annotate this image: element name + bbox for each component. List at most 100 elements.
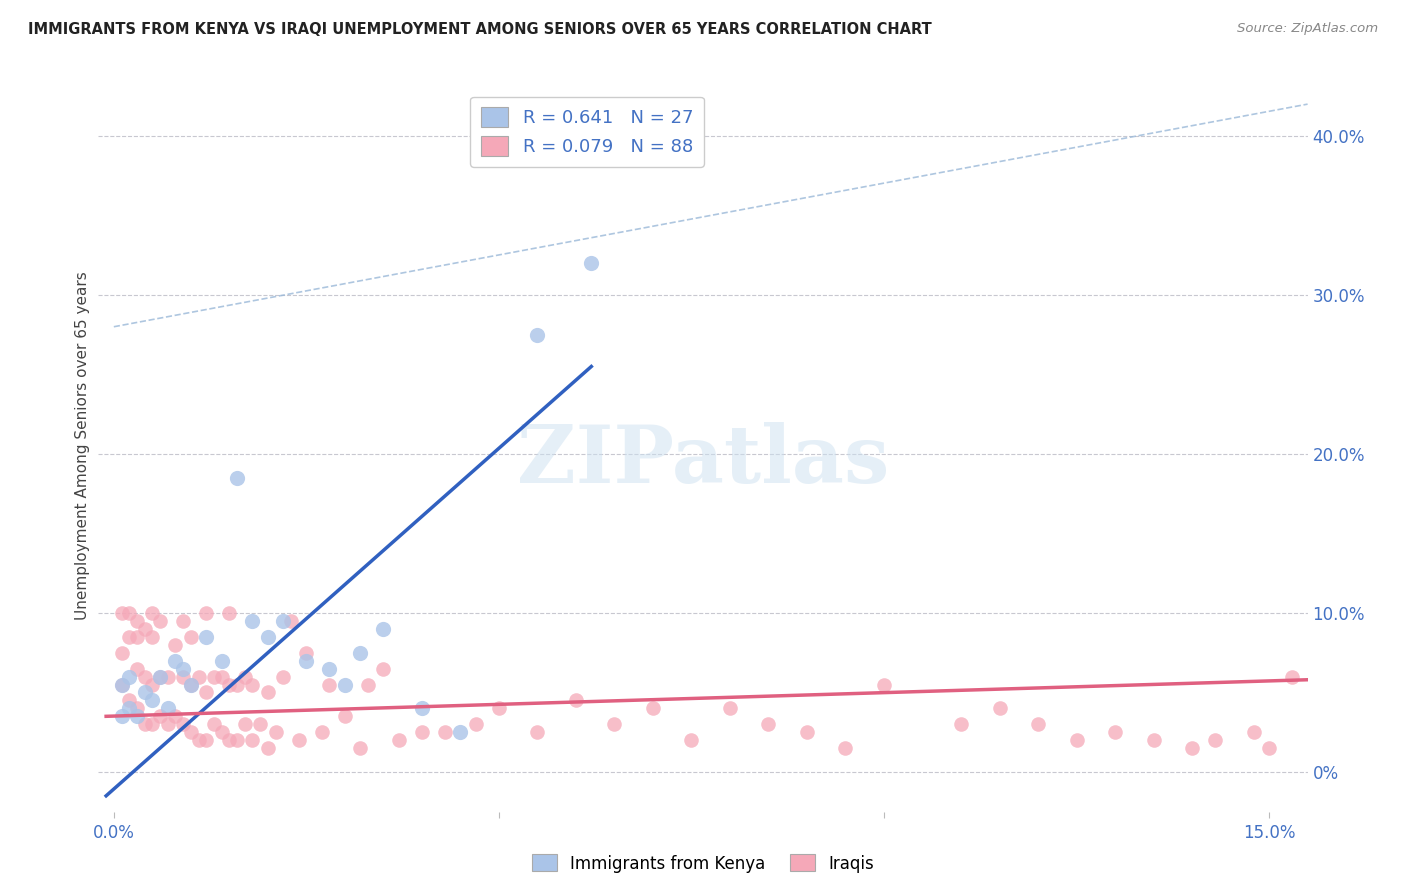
Point [211,669,233,683]
Point [349,741,371,756]
Point [165,638,187,652]
Point [125,662,148,676]
Point [1258,741,1281,756]
Point [118,693,141,707]
Point [333,677,356,691]
Legend: Immigrants from Kenya, Iraqis: Immigrants from Kenya, Iraqis [524,847,882,880]
Point [110,606,132,620]
Point [271,614,294,628]
Point [134,717,156,731]
Point [172,614,194,628]
Point [187,733,209,747]
Point [211,725,233,739]
Point [373,622,395,636]
Point [195,733,218,747]
Point [318,662,340,676]
Point [110,677,132,691]
Point [134,669,156,683]
Point [226,471,249,485]
Point [218,677,240,691]
Text: Source: ZipAtlas.com: Source: ZipAtlas.com [1237,22,1378,36]
Point [988,701,1011,715]
Point [464,717,486,731]
Y-axis label: Unemployment Among Seniors over 65 years: Unemployment Among Seniors over 65 years [75,272,90,620]
Point [195,685,218,699]
Point [526,327,548,342]
Point [242,733,264,747]
Point [1281,669,1303,683]
Legend: R = 0.641   N = 27, R = 0.079   N = 88: R = 0.641 N = 27, R = 0.079 N = 88 [470,96,704,167]
Point [242,614,264,628]
Point [357,677,380,691]
Point [257,741,280,756]
Text: IMMIGRANTS FROM KENYA VS IRAQI UNEMPLOYMENT AMONG SENIORS OVER 65 YEARS CORRELAT: IMMIGRANTS FROM KENYA VS IRAQI UNEMPLOYM… [28,22,932,37]
Point [202,717,225,731]
Point [295,646,318,660]
Point [565,693,588,707]
Point [125,614,148,628]
Point [165,709,187,723]
Point [156,717,179,731]
Point [180,630,202,644]
Point [1066,733,1088,747]
Point [1243,725,1265,739]
Point [581,256,603,270]
Point [233,717,256,731]
Point [318,677,340,691]
Point [172,717,194,731]
Point [218,733,240,747]
Point [411,725,433,739]
Point [118,701,141,715]
Point [149,669,172,683]
Point [271,669,294,683]
Point [218,606,240,620]
Point [180,725,202,739]
Point [834,741,856,756]
Point [226,733,249,747]
Point [349,646,371,660]
Point [388,733,411,747]
Point [681,733,703,747]
Point [195,630,218,644]
Point [125,701,148,715]
Point [796,725,818,739]
Point [718,701,741,715]
Point [257,685,280,699]
Point [125,709,148,723]
Point [311,725,333,739]
Point [333,709,356,723]
Point [758,717,780,731]
Point [1026,717,1049,731]
Point [873,677,896,691]
Point [118,630,141,644]
Point [141,677,163,691]
Point [1204,733,1226,747]
Point [110,709,132,723]
Point [242,677,264,691]
Point [118,669,141,683]
Point [226,677,249,691]
Point [141,717,163,731]
Point [141,606,163,620]
Point [149,614,172,628]
Point [110,677,132,691]
Point [280,614,302,628]
Point [172,669,194,683]
Point [156,701,179,715]
Point [156,669,179,683]
Point [488,701,510,715]
Point [1181,741,1204,756]
Point [950,717,973,731]
Point [257,630,280,644]
Point [110,646,132,660]
Point [180,677,202,691]
Point [249,717,271,731]
Point [134,685,156,699]
Point [165,654,187,668]
Point [172,662,194,676]
Point [202,669,225,683]
Point [180,677,202,691]
Point [287,733,309,747]
Point [233,669,256,683]
Point [141,630,163,644]
